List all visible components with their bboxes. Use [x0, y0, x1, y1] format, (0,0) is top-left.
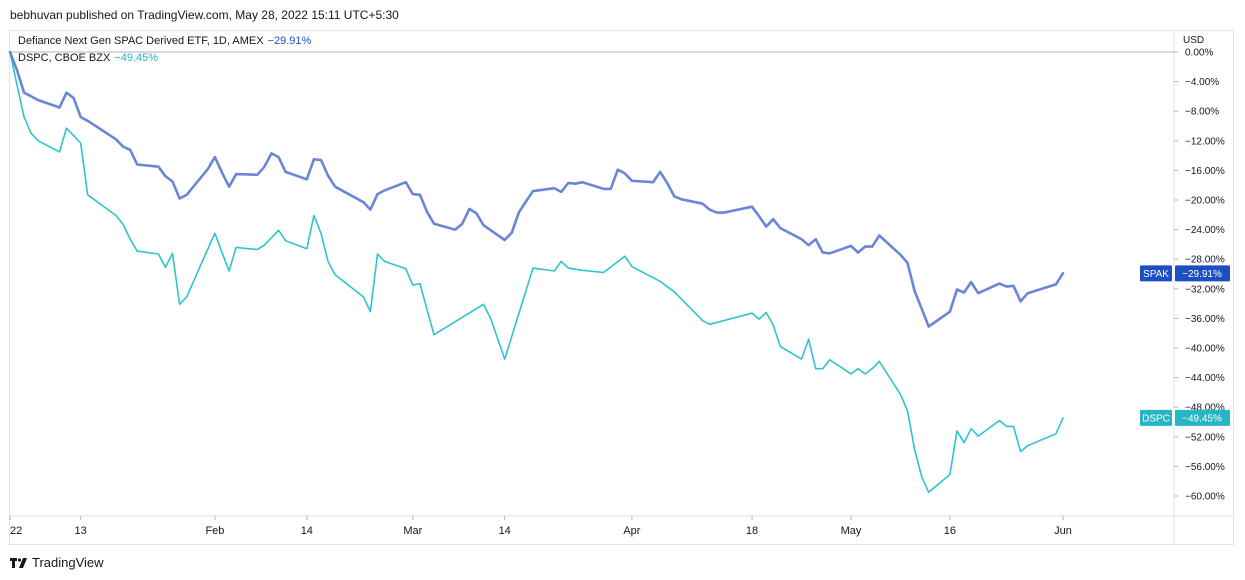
- series-line-spak[interactable]: [8, 50, 1065, 328]
- y-tick-label: −60.00%: [1185, 492, 1225, 503]
- x-tick-label: 14: [301, 525, 313, 537]
- y-tick-label: −48.00%: [1185, 403, 1225, 414]
- footer-brand[interactable]: TradingView: [10, 555, 104, 570]
- x-tick-label: 18: [746, 525, 758, 537]
- series-name-badge-dspc: [1140, 409, 1172, 426]
- x-tick-label: Mar: [403, 525, 422, 537]
- y-tick-label: −4.00%: [1185, 77, 1219, 88]
- y-tick-label: −8.00%: [1185, 107, 1219, 118]
- x-tick-label: 22: [10, 525, 22, 537]
- last-value-label-spak: −29.91%: [1182, 269, 1222, 280]
- y-tick-label: −12.00%: [1185, 136, 1225, 147]
- last-value-badge-dspc: [1175, 409, 1230, 426]
- legend-secondary-label: DSPC, CBOE BZX: [18, 52, 111, 64]
- y-tick-label: −16.00%: [1185, 166, 1225, 177]
- legend-primary[interactable]: Defiance Next Gen SPAC Derived ETF, 1D, …: [18, 35, 311, 47]
- x-tick-label: 13: [75, 525, 87, 537]
- last-value-badge-spak: [1175, 265, 1230, 282]
- y-tick-label: −56.00%: [1185, 462, 1225, 473]
- legend-secondary[interactable]: DSPC, CBOE BZX −49.45%: [18, 52, 158, 64]
- chart-frame: [9, 30, 1234, 545]
- price-axis-currency: USD: [1183, 35, 1204, 46]
- x-tick-label: Jun: [1054, 525, 1072, 537]
- legend-secondary-change: −49.45%: [114, 52, 159, 64]
- y-tick-label: −52.00%: [1185, 432, 1225, 443]
- tradingview-logo-icon: [10, 557, 28, 569]
- y-tick-label: −36.00%: [1185, 314, 1225, 325]
- y-tick-label: −44.00%: [1185, 373, 1225, 384]
- x-tick-label: 14: [499, 525, 511, 537]
- legend-primary-label: Defiance Next Gen SPAC Derived ETF, 1D, …: [18, 35, 264, 47]
- series-name-label-spak: SPAK: [1143, 269, 1169, 280]
- y-tick-label: −32.00%: [1185, 284, 1225, 295]
- footer-brand-text: TradingView: [32, 555, 104, 570]
- y-tick-label: 0.00%: [1185, 48, 1213, 59]
- x-tick-label: Apr: [623, 525, 640, 537]
- x-tick-label: Feb: [205, 525, 224, 537]
- y-tick-label: −24.00%: [1185, 225, 1225, 236]
- y-tick-label: −28.00%: [1185, 255, 1225, 266]
- y-tick-label: −20.00%: [1185, 196, 1225, 207]
- y-tick-label: −40.00%: [1185, 344, 1225, 355]
- x-tick-label: 16: [944, 525, 956, 537]
- legend-primary-change: −29.91%: [267, 35, 312, 47]
- last-value-label-dspc: −49.45%: [1182, 413, 1222, 424]
- publisher-line: bebhuvan published on TradingView.com, M…: [10, 8, 399, 22]
- x-tick-label: May: [841, 525, 862, 537]
- series-name-label-dspc: DSPC: [1142, 413, 1170, 424]
- series-line-dspc[interactable]: [9, 51, 1064, 494]
- series-name-badge-spak: [1140, 265, 1172, 282]
